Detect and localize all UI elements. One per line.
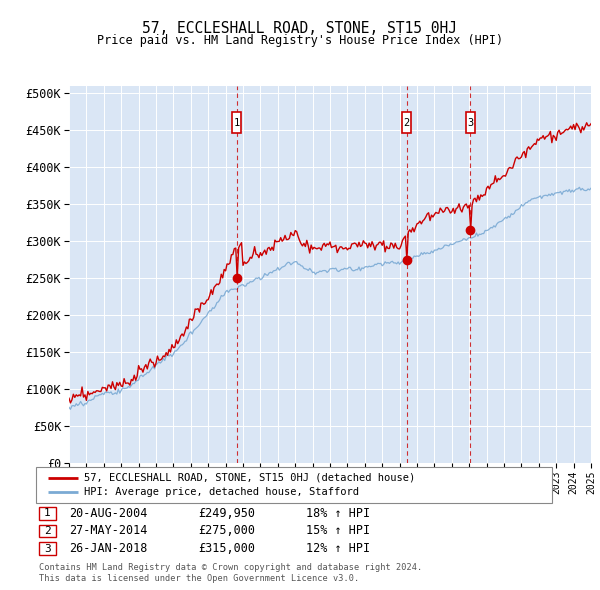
- Text: 3: 3: [44, 544, 51, 553]
- Text: 18% ↑ HPI: 18% ↑ HPI: [306, 507, 370, 520]
- Text: 15% ↑ HPI: 15% ↑ HPI: [306, 525, 370, 537]
- Text: 1: 1: [233, 117, 240, 127]
- Text: Contains HM Land Registry data © Crown copyright and database right 2024.: Contains HM Land Registry data © Crown c…: [39, 563, 422, 572]
- Text: 27-MAY-2014: 27-MAY-2014: [69, 525, 148, 537]
- Text: 57, ECCLESHALL ROAD, STONE, ST15 0HJ: 57, ECCLESHALL ROAD, STONE, ST15 0HJ: [143, 21, 458, 35]
- Text: £249,950: £249,950: [198, 507, 255, 520]
- FancyBboxPatch shape: [466, 112, 475, 133]
- FancyBboxPatch shape: [402, 112, 412, 133]
- Text: Price paid vs. HM Land Registry's House Price Index (HPI): Price paid vs. HM Land Registry's House …: [97, 34, 503, 47]
- Text: HPI: Average price, detached house, Stafford: HPI: Average price, detached house, Staf…: [84, 487, 359, 497]
- Text: 1: 1: [44, 509, 51, 518]
- Text: This data is licensed under the Open Government Licence v3.0.: This data is licensed under the Open Gov…: [39, 574, 359, 583]
- FancyBboxPatch shape: [232, 112, 241, 133]
- Text: 2: 2: [403, 117, 410, 127]
- Text: 26-JAN-2018: 26-JAN-2018: [69, 542, 148, 555]
- Text: 3: 3: [467, 117, 473, 127]
- Text: 57, ECCLESHALL ROAD, STONE, ST15 0HJ (detached house): 57, ECCLESHALL ROAD, STONE, ST15 0HJ (de…: [84, 473, 415, 483]
- Text: £315,000: £315,000: [198, 542, 255, 555]
- Text: £275,000: £275,000: [198, 525, 255, 537]
- Text: 12% ↑ HPI: 12% ↑ HPI: [306, 542, 370, 555]
- Text: 20-AUG-2004: 20-AUG-2004: [69, 507, 148, 520]
- Text: 2: 2: [44, 526, 51, 536]
